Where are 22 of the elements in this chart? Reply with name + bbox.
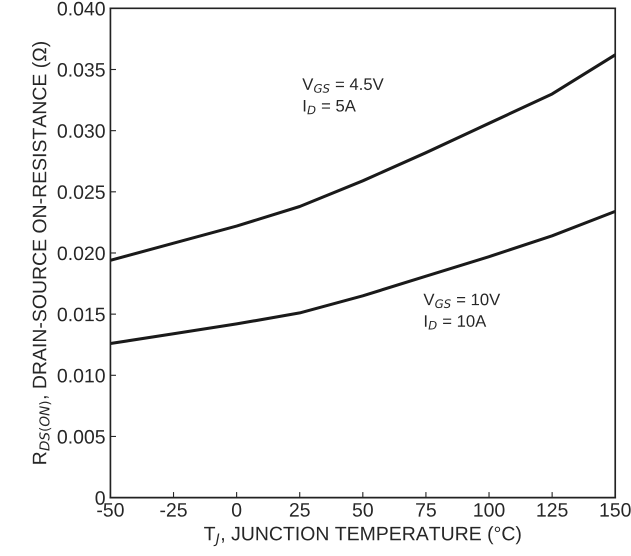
y-tick-label: 0.010 bbox=[58, 368, 105, 383]
text: V$_{GS}$ = 4.5V I$_{D}$ = 5A bbox=[302, 78, 384, 114]
y-tick-label: 0.005 bbox=[58, 430, 105, 444]
y-tick-label: 0.015 bbox=[58, 308, 105, 322]
x-tick-label: 125 bbox=[537, 502, 568, 517]
x-tick-label: -50 bbox=[97, 502, 124, 517]
y-tick-label: 0.020 bbox=[58, 246, 105, 260]
y-tick-label: 0.030 bbox=[58, 124, 105, 138]
y-tick-label: 0.035 bbox=[58, 62, 105, 77]
x-tick-label: 150 bbox=[600, 502, 631, 517]
y-tick-label: 0.025 bbox=[58, 185, 105, 200]
x-tick-label: 75 bbox=[416, 503, 436, 517]
x-tick-label: 25 bbox=[290, 502, 310, 517]
y-axis-title: R$_{DS(ON)}$, DRAIN-SOURCE ON-RESISTANCE (Ω) bbox=[32, 42, 52, 464]
y-tick-label: 0 bbox=[96, 491, 105, 505]
x-axis-title: T$_{J}$, JUNCTION TEMPERATURE (°C) bbox=[204, 526, 521, 546]
x-tick-label: 100 bbox=[474, 502, 504, 517]
y-tick-label: 0.040 bbox=[58, 2, 105, 16]
text: V$_{GS}$ = 10V I$_{D}$ = 10A bbox=[423, 294, 500, 330]
x-tick-label: -25 bbox=[160, 502, 187, 517]
x-tick-label: 0 bbox=[232, 502, 242, 517]
x-tick-label: 50 bbox=[352, 502, 373, 517]
